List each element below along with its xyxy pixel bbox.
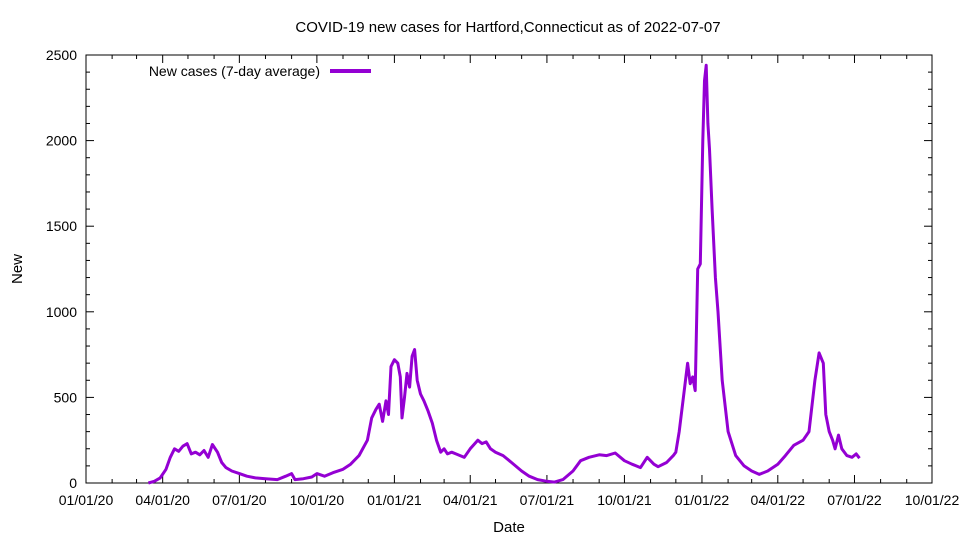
x-axis: 01/01/20 04/01/20 07/01/20 10/01/20 01/01/21… bbox=[59, 55, 960, 508]
series-line bbox=[147, 63, 861, 485]
x-tick-label: 04/01/21 bbox=[443, 492, 498, 508]
y-tick-label: 1000 bbox=[46, 304, 77, 320]
series-layer bbox=[147, 63, 861, 485]
x-tick-label: 01/01/22 bbox=[675, 492, 730, 508]
y-tick-label: 1500 bbox=[46, 218, 77, 234]
plot-frame bbox=[85, 54, 933, 484]
x-axis-title: Date bbox=[493, 519, 525, 536]
y-tick-label: 2000 bbox=[46, 133, 77, 149]
y-tick-label: 0 bbox=[69, 475, 77, 491]
chart-title: COVID-19 new cases for Hartford,Connecti… bbox=[295, 19, 720, 36]
y-axis-title: New bbox=[9, 254, 26, 284]
x-tick-label: 10/01/21 bbox=[597, 492, 652, 508]
y-axis: 0 500 1000 1500 2000 2500 bbox=[46, 47, 932, 491]
x-tick-label: 04/01/22 bbox=[751, 492, 806, 508]
x-tick-label: 04/01/20 bbox=[135, 492, 190, 508]
y-tick-label: 500 bbox=[54, 389, 78, 405]
x-tick-label: 07/01/22 bbox=[827, 492, 882, 508]
x-tick-label: 07/01/21 bbox=[520, 492, 575, 508]
x-tick-label: 10/01/22 bbox=[905, 492, 960, 508]
x-tick-label: 10/01/20 bbox=[290, 492, 345, 508]
legend: New cases (7-day average) bbox=[149, 63, 371, 79]
y-tick-label: 2500 bbox=[46, 47, 77, 63]
x-tick-label: 01/01/21 bbox=[367, 492, 422, 508]
legend-label: New cases (7-day average) bbox=[149, 63, 320, 79]
x-tick-label: 07/01/20 bbox=[212, 492, 267, 508]
x-tick-label: 01/01/20 bbox=[59, 492, 114, 508]
